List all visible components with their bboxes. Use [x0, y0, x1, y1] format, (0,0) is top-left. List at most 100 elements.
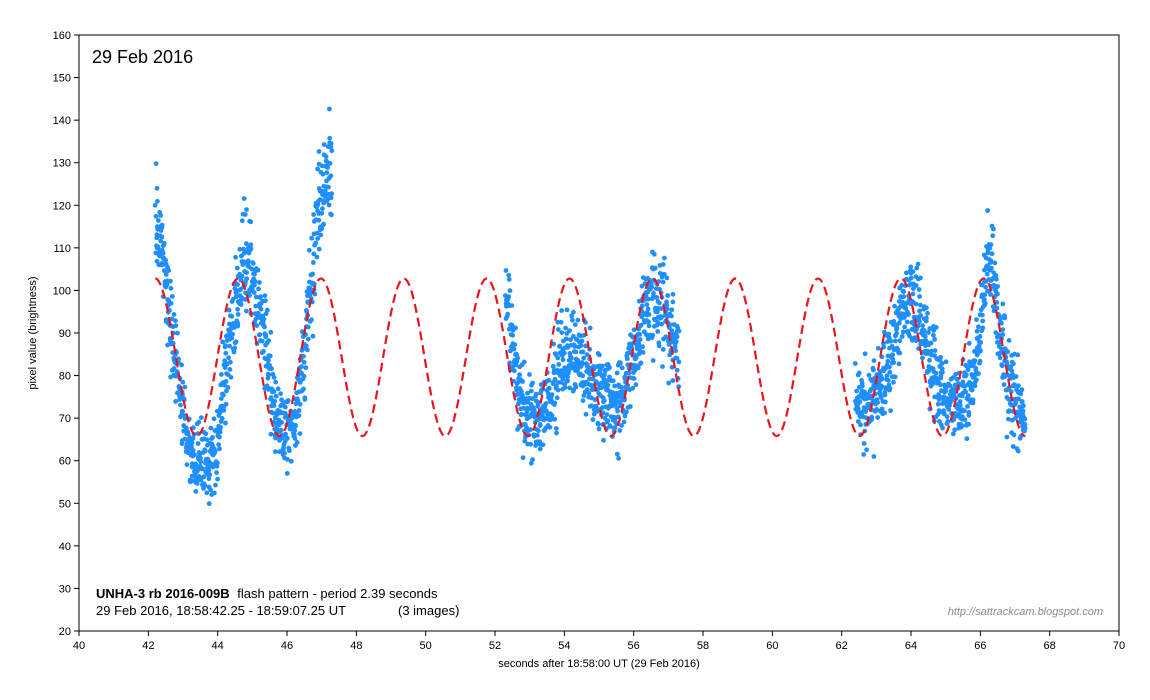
- data-point: [997, 355, 1003, 361]
- data-point: [637, 332, 643, 337]
- data-point: [309, 317, 314, 323]
- data-point: [210, 435, 215, 440]
- data-point: [200, 466, 205, 471]
- data-point: [965, 393, 971, 399]
- data-point: [917, 319, 922, 325]
- data-point: [239, 218, 245, 224]
- data-point: [163, 272, 169, 277]
- data-point: [248, 242, 254, 248]
- date-label: 29 Feb 2016: [92, 47, 193, 67]
- data-point: [193, 461, 199, 467]
- data-point: [513, 325, 518, 331]
- data-point: [304, 289, 310, 294]
- data-point: [235, 282, 240, 287]
- data-point: [592, 397, 598, 403]
- data-point: [324, 164, 330, 170]
- data-point: [578, 343, 584, 348]
- data-point: [271, 375, 277, 380]
- data-point: [291, 432, 297, 437]
- data-point: [1013, 400, 1019, 406]
- data-point: [888, 338, 894, 344]
- data-point: [645, 306, 651, 312]
- data-point: [871, 367, 876, 373]
- data-point: [596, 426, 602, 432]
- data-point: [938, 382, 943, 388]
- data-point: [273, 449, 278, 455]
- data-point: [164, 282, 170, 287]
- data-point: [950, 375, 956, 381]
- data-point: [551, 341, 556, 347]
- data-point: [217, 410, 223, 416]
- data-point: [198, 415, 204, 420]
- data-point: [589, 395, 594, 401]
- data-point: [510, 332, 516, 338]
- x-tick-label: 62: [836, 640, 848, 652]
- data-point: [897, 350, 903, 356]
- data-point: [869, 414, 875, 420]
- data-point: [995, 291, 1000, 297]
- data-point: [646, 296, 651, 302]
- data-point: [1000, 327, 1006, 332]
- data-point: [257, 295, 263, 300]
- data-point: [1001, 382, 1007, 387]
- data-point: [230, 296, 236, 302]
- x-tick-label: 64: [905, 640, 917, 652]
- data-point: [660, 364, 665, 369]
- data-point: [171, 312, 177, 317]
- data-point: [328, 173, 334, 179]
- data-point: [185, 431, 191, 437]
- data-point: [983, 284, 988, 290]
- data-point: [277, 449, 282, 455]
- data-point: [282, 404, 288, 410]
- data-point: [508, 348, 513, 354]
- data-point: [511, 346, 517, 352]
- data-point: [573, 349, 579, 355]
- data-point: [572, 344, 578, 349]
- data-point: [528, 427, 533, 432]
- data-point: [981, 297, 987, 302]
- data-point: [636, 341, 642, 346]
- data-point: [257, 280, 262, 285]
- data-point: [263, 311, 269, 317]
- data-point: [232, 345, 238, 351]
- data-point: [871, 358, 877, 363]
- data-point: [908, 264, 914, 270]
- data-point: [598, 367, 603, 372]
- data-point: [887, 386, 893, 391]
- data-point: [262, 293, 268, 298]
- data-point: [546, 385, 552, 391]
- data-point: [887, 369, 893, 375]
- data-point: [882, 410, 887, 416]
- data-point: [173, 399, 179, 404]
- data-point: [311, 251, 317, 257]
- data-point: [991, 226, 996, 232]
- data-point: [166, 268, 172, 273]
- data-point: [918, 275, 923, 281]
- data-point: [552, 376, 558, 382]
- y-tick-label: 100: [53, 285, 71, 297]
- data-point: [196, 419, 202, 425]
- data-point: [938, 354, 943, 360]
- data-point: [1010, 444, 1016, 449]
- data-point: [913, 283, 919, 288]
- data-point: [266, 357, 271, 363]
- data-point: [999, 320, 1004, 326]
- data-point: [673, 348, 679, 354]
- data-point: [939, 361, 945, 366]
- data-point: [536, 428, 541, 434]
- data-point: [640, 350, 646, 355]
- data-point: [585, 362, 590, 367]
- data-point: [654, 309, 660, 315]
- data-point: [631, 327, 637, 333]
- data-point: [565, 374, 570, 380]
- data-point: [301, 386, 306, 392]
- data-point: [223, 350, 229, 356]
- data-point: [152, 202, 158, 208]
- data-point: [169, 294, 175, 299]
- y-axis: 20 30 40 50 60 70 80 90 100 110 120 130 140 150 160: [53, 30, 79, 638]
- data-point: [627, 404, 633, 409]
- data-point: [621, 419, 627, 425]
- data-point: [896, 361, 902, 367]
- data-point: [929, 348, 934, 354]
